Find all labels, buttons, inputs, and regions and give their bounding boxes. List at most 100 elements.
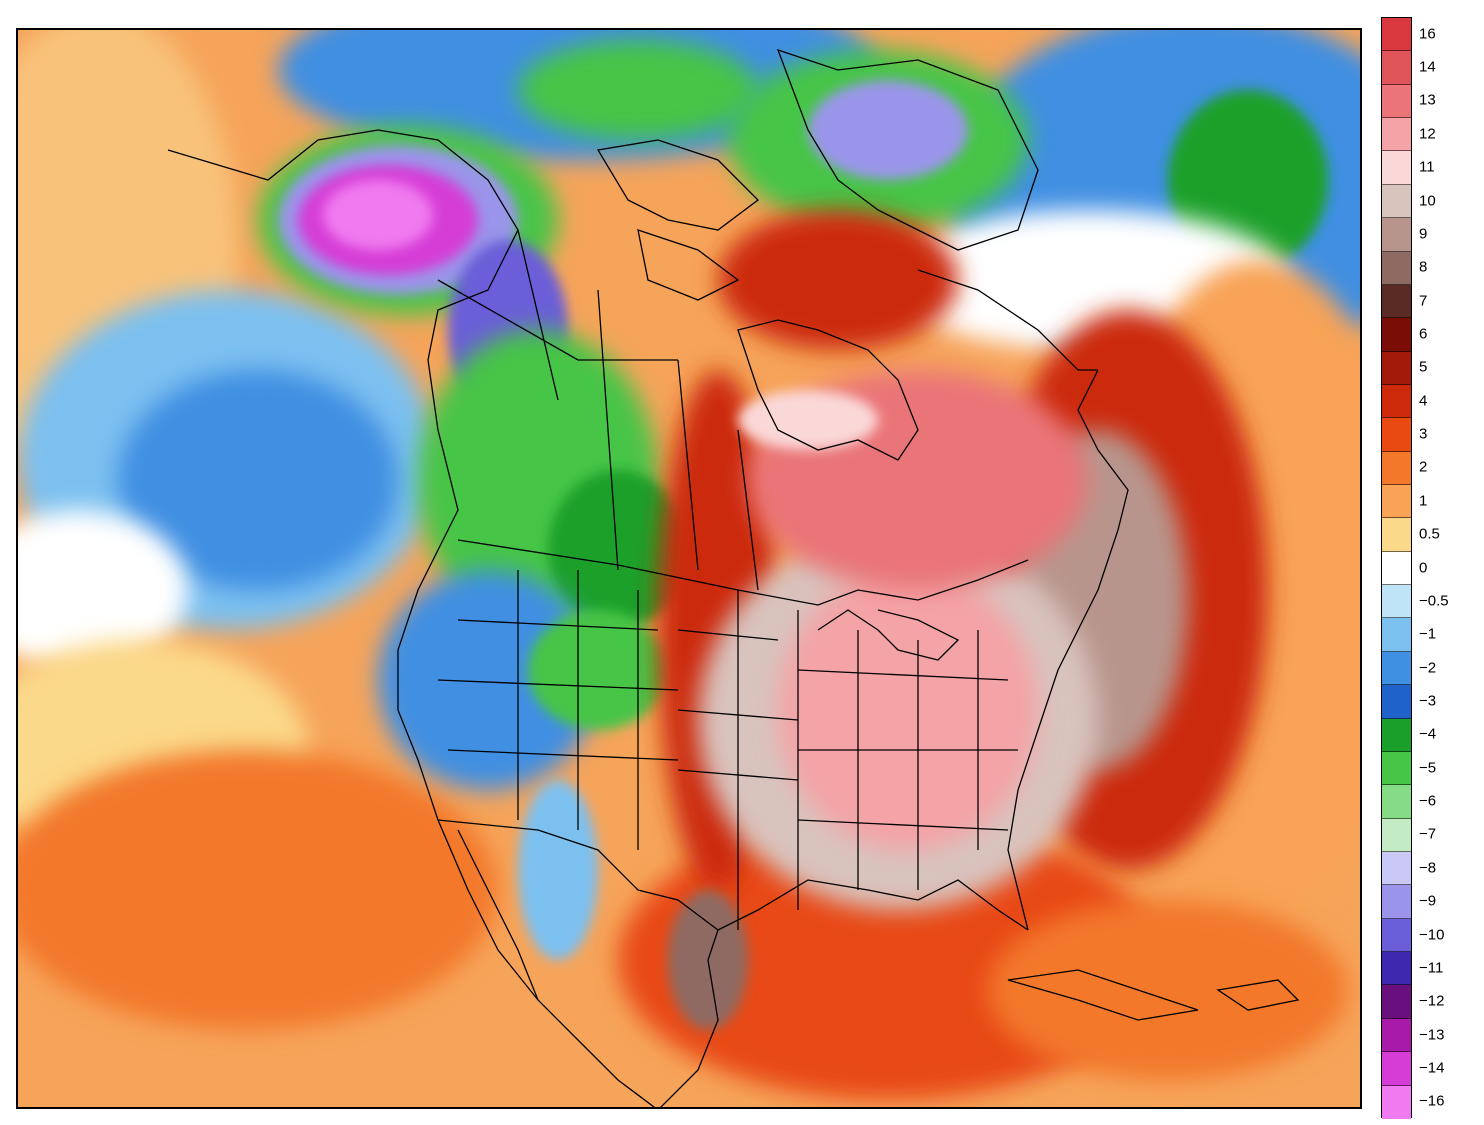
legend-label: 5 [1419,358,1428,376]
legend-swatch [1382,418,1411,452]
legend-label: 0 [1419,559,1428,576]
coastline-east [1007,369,1129,931]
field-baffin-red [718,210,958,350]
field-mexico-blue [518,780,598,960]
legend-swatch [1382,18,1411,52]
greats-lakes [817,609,960,661]
legend-swatch [1382,918,1411,953]
greenland-outline [776,48,1039,251]
field-arctic-green [518,40,758,140]
state-lines-east [797,630,1018,890]
state-lines-central [677,590,799,930]
legend-label: −6 [1419,792,1437,810]
legend-label: 13 [1419,91,1436,109]
boundaries [167,48,1300,1107]
legend-label: −2 [1419,659,1437,677]
legend-swatch [1382,151,1411,185]
state-lines-west [437,570,679,850]
us-canada-border [457,539,1029,606]
legend-label: −3 [1419,692,1437,710]
legend-swatch [1382,518,1411,552]
temperature-anomaly-map [16,28,1362,1109]
coastline-labrador [917,269,1098,371]
legend-label: 16 [1419,25,1436,43]
legend-swatch [1382,51,1411,85]
legend-label: −16 [1419,1092,1445,1110]
legend-label: 1 [1419,492,1428,510]
canada-province-lines [437,229,759,591]
legend-swatch [1382,685,1411,719]
legend-label: −12 [1419,992,1445,1010]
legend-label: 7 [1419,292,1428,310]
hispaniola-outline [1216,979,1300,1011]
legend-swatch [1382,585,1411,619]
legend-swatch [1382,718,1411,752]
legend-label: 6 [1419,325,1428,343]
legend-swatch [1382,384,1411,419]
legend-swatch [1382,184,1411,219]
legend-label: 9 [1419,225,1428,243]
arctic-islands [596,139,759,301]
legend-swatch [1382,1085,1411,1119]
legend-label: −0.5 [1419,592,1449,610]
field-west-blue [378,570,598,790]
field-caribbean [988,900,1348,1080]
legend-label: −10 [1419,926,1445,943]
legend-swatch [1382,485,1411,519]
legend-label: −14 [1419,1059,1445,1077]
legend-swatch [1382,1018,1411,1053]
legend-label: 2 [1419,458,1428,476]
field-prairie-green [548,470,688,630]
land-anomalies [258,50,1098,1030]
field-rockies-green [528,610,668,730]
legend-label: −1 [1419,625,1437,643]
legend-swatch [1382,818,1411,852]
coastline-west [167,129,656,1107]
field-pacific-neutral [18,510,188,670]
legend-label: 10 [1419,192,1436,209]
legend-label: −7 [1419,825,1437,843]
legend-swatch [1382,84,1411,119]
legend-swatch [1382,885,1411,919]
legend-label: 8 [1419,258,1428,276]
legend-swatch [1382,1052,1411,1086]
field-pacific-cool-core [118,370,398,590]
legend-swatch [1382,851,1411,886]
field-greenland-purple [808,80,968,180]
legend-label: −8 [1419,859,1437,877]
legend-swatch [1382,318,1411,352]
legend-label: −4 [1419,725,1437,743]
legend-label: 12 [1419,125,1436,143]
legend-swatch [1382,651,1411,686]
color-scale-legend [1381,17,1412,1119]
map-canvas [18,30,1360,1107]
legend-swatch [1382,952,1411,986]
field-pacific-south [18,750,498,1030]
legend-label: 4 [1419,392,1428,410]
legend-swatch [1382,251,1411,285]
coastline-hudson [737,319,919,461]
legend-label: −13 [1419,1026,1445,1044]
legend-swatch [1382,118,1411,152]
legend-swatch [1382,785,1411,819]
legend-swatch [1382,751,1411,786]
legend-swatch [1382,985,1411,1019]
coastline-gulf [660,879,1029,1107]
legend-swatch [1382,618,1411,652]
field-east-pink [778,570,1038,850]
legend-label: −11 [1419,959,1444,977]
legend-label: 3 [1419,425,1428,443]
anomaly-field [18,30,1360,1107]
legend-label: 14 [1419,58,1436,76]
legend-swatch [1382,284,1411,319]
legend-swatch [1382,218,1411,252]
us-mexico-border [437,819,719,931]
legend-swatch [1382,451,1411,486]
baja-outline [457,829,539,1001]
legend-label: −9 [1419,892,1437,910]
legend-label: −5 [1419,759,1437,777]
legend-swatch [1382,551,1411,586]
legend-swatch [1382,351,1411,385]
cuba-outline [1007,969,1199,1021]
legend-label: 0.5 [1419,525,1440,543]
